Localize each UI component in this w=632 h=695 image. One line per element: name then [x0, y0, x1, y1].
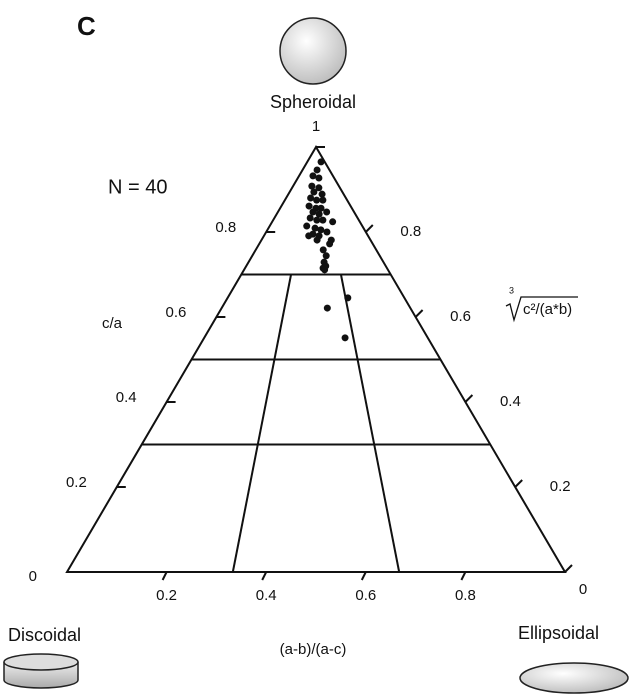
x-tick-label: 0.8: [455, 587, 476, 604]
x-tick: [261, 571, 268, 581]
data-point: [309, 208, 317, 216]
root-index: 3: [509, 285, 514, 295]
y2-tick: [564, 564, 573, 573]
data-point: [310, 188, 318, 196]
vertex-label: Spheroidal: [270, 92, 356, 112]
data-point: [305, 202, 313, 210]
panel-label: C: [77, 11, 96, 41]
y-tick-label: 0.2: [66, 474, 87, 491]
data-point: [313, 196, 321, 204]
data-point: [315, 210, 323, 218]
data-point: [322, 252, 330, 260]
data-point: [306, 214, 314, 222]
data-point: [307, 194, 315, 202]
right-axis-title: 3 c²/(a*b): [505, 285, 578, 323]
y-tick-label: 1: [312, 118, 320, 135]
y2-tick-label: 0.8: [400, 223, 421, 240]
data-point: [317, 158, 325, 166]
data-point: [315, 184, 323, 192]
data-point: [318, 190, 326, 198]
data-point: [323, 304, 331, 312]
vertex-label: Ellipsoidal: [518, 623, 599, 643]
data-point: [305, 232, 313, 240]
x-tick-label: 0.4: [256, 587, 277, 604]
y-tick-label: 0: [29, 568, 37, 585]
ellipsoid-icon: [519, 662, 629, 694]
annotation: N = 40: [108, 176, 167, 198]
y2-tick-label: 0.2: [550, 478, 571, 495]
sphere-icon: [279, 17, 347, 85]
field-boundary: [231, 274, 293, 573]
data-point: [303, 222, 311, 230]
axis-title: c/a: [102, 315, 123, 332]
y2-tick: [414, 309, 424, 318]
data-point: [323, 228, 331, 236]
y2-tick: [464, 394, 474, 403]
y-tick-label: 0.8: [215, 219, 236, 236]
x-tick-label: 0.2: [156, 587, 177, 604]
data-point: [317, 226, 325, 234]
data-point: [313, 216, 321, 224]
disc-icon: [3, 653, 79, 689]
y2-tick-label: 0.4: [500, 393, 521, 410]
x-tick: [460, 571, 467, 581]
x-tick: [161, 571, 168, 581]
x-tick-label: 0.6: [355, 587, 376, 604]
field-boundary: [339, 274, 401, 573]
y2-tick: [514, 479, 523, 488]
y2-tick: [365, 224, 374, 233]
data-point: [323, 208, 331, 216]
axis-title: (a-b)/(a-c): [280, 641, 347, 658]
y-tick-label: 0.6: [166, 304, 187, 321]
vertex-label: Discoidal: [8, 625, 81, 645]
data-point: [319, 216, 327, 224]
data-point: [308, 182, 316, 190]
data-point: [344, 294, 352, 302]
data-point: [311, 224, 319, 232]
data-point: [341, 334, 349, 342]
y2-tick-label: 0: [579, 581, 587, 598]
data-point: [313, 166, 321, 174]
data-point: [321, 266, 329, 274]
data-point: [309, 172, 317, 180]
data-point: [317, 204, 325, 212]
data-point: [319, 246, 327, 254]
y2-tick-label: 0.6: [450, 308, 471, 325]
data-point: [329, 218, 337, 226]
axis-title: c²/(a*b): [523, 301, 572, 318]
y-tick-label: 0.4: [116, 389, 137, 406]
data-point: [315, 174, 323, 182]
data-point: [319, 196, 327, 204]
data-point: [326, 240, 334, 248]
data-point: [313, 236, 321, 244]
x-tick: [360, 571, 367, 581]
